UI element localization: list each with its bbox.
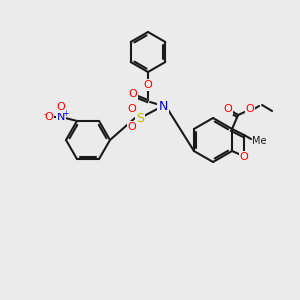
Text: O: O	[144, 80, 152, 90]
Text: O: O	[224, 104, 233, 114]
Text: O: O	[57, 102, 65, 112]
Text: O: O	[240, 152, 248, 162]
Text: Me: Me	[252, 136, 267, 146]
Text: N: N	[158, 100, 168, 113]
Text: +: +	[62, 110, 68, 118]
Text: O: O	[128, 104, 136, 114]
Text: -: -	[43, 109, 47, 119]
Text: O: O	[45, 112, 53, 122]
Text: S: S	[136, 112, 144, 124]
Text: N: N	[57, 112, 65, 122]
Text: O: O	[246, 104, 254, 114]
Text: O: O	[129, 89, 137, 99]
Text: O: O	[128, 122, 136, 132]
